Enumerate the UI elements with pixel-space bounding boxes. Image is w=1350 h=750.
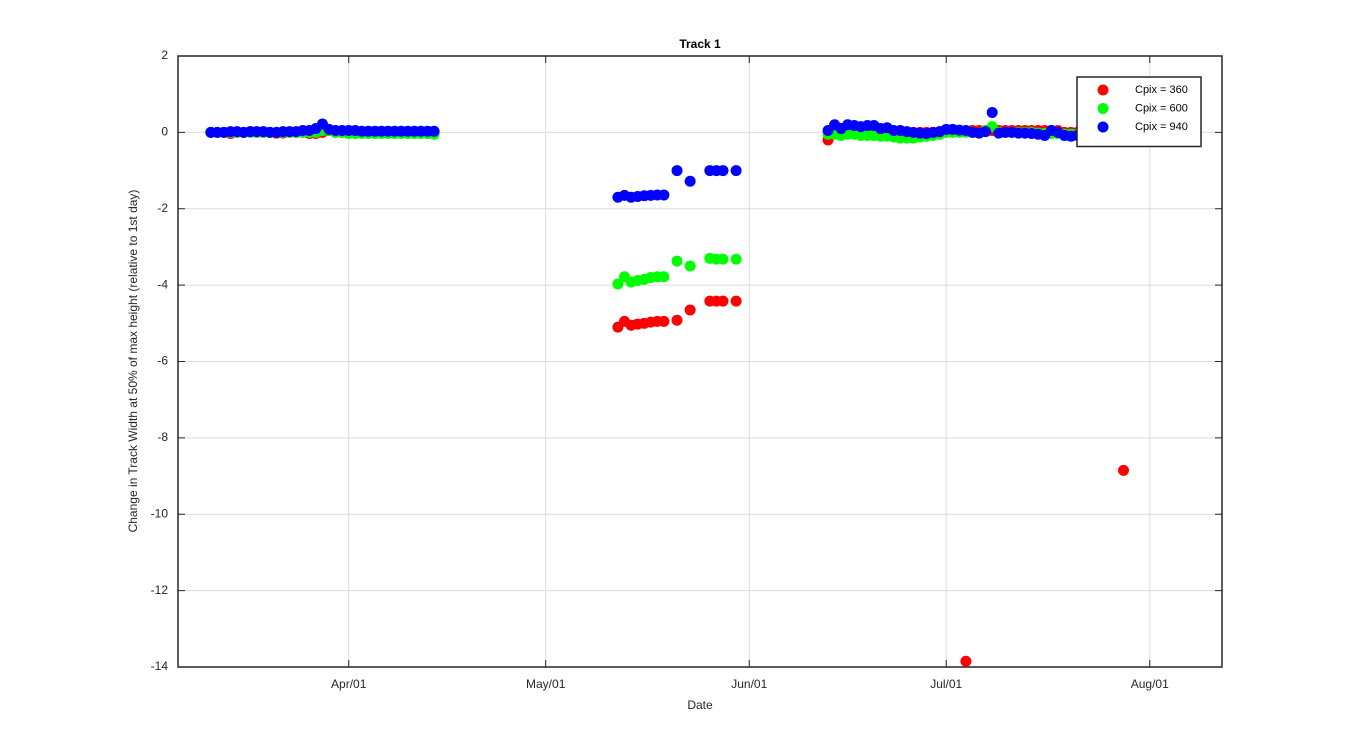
legend-marker <box>1097 103 1109 114</box>
legend: Cpix = 360 Cpix = 600 Cpix = 940 <box>1076 76 1202 148</box>
data-point <box>730 253 742 265</box>
chart-title: Track 1 <box>679 37 721 51</box>
data-point <box>684 304 696 316</box>
data-point <box>671 165 683 177</box>
x-tick-label: May/01 <box>526 677 566 691</box>
data-point <box>658 189 670 201</box>
data-point <box>658 271 670 283</box>
legend-label: Cpix = 940 <box>1135 121 1188 133</box>
data-point <box>684 175 696 187</box>
data-point <box>730 165 742 177</box>
legend-box <box>1076 76 1202 148</box>
data-point <box>684 260 696 272</box>
data-point <box>658 315 670 327</box>
x-tick-label: Jun/01 <box>731 677 767 691</box>
x-axis-label: Date <box>687 698 713 712</box>
y-tick-label: -4 <box>157 277 168 291</box>
y-tick-label: -14 <box>151 659 169 673</box>
y-tick-label: -6 <box>157 354 168 368</box>
data-point <box>730 295 742 307</box>
plot-frame <box>177 55 1223 668</box>
data-point <box>986 107 998 119</box>
data-point <box>960 655 972 667</box>
x-tick-label: Apr/01 <box>331 677 367 691</box>
x-tick-label: Jul/01 <box>930 677 962 691</box>
y-tick-label: -2 <box>157 201 168 215</box>
y-tick-label: 2 <box>161 48 168 62</box>
data-point <box>1118 464 1130 476</box>
data-point <box>717 253 729 265</box>
y-tick-label: -8 <box>157 430 168 444</box>
legend-label: Cpix = 600 <box>1135 102 1188 114</box>
y-tick-label: -10 <box>151 506 169 520</box>
legend-marker <box>1097 84 1109 96</box>
legend-marker <box>1097 121 1109 133</box>
y-tick-label: 0 <box>161 125 168 139</box>
y-axis-label: Change in Track Width at 50% of max heig… <box>126 190 140 533</box>
data-point <box>671 255 683 267</box>
data-point <box>717 295 729 307</box>
data-point <box>980 126 992 138</box>
data-point <box>671 314 683 326</box>
x-tick-label: Aug/01 <box>1131 677 1169 691</box>
data-point <box>717 165 729 177</box>
data-point <box>612 278 624 290</box>
legend-label: Cpix = 360 <box>1135 84 1188 96</box>
data-point <box>428 125 440 137</box>
y-tick-label: -12 <box>151 583 169 597</box>
